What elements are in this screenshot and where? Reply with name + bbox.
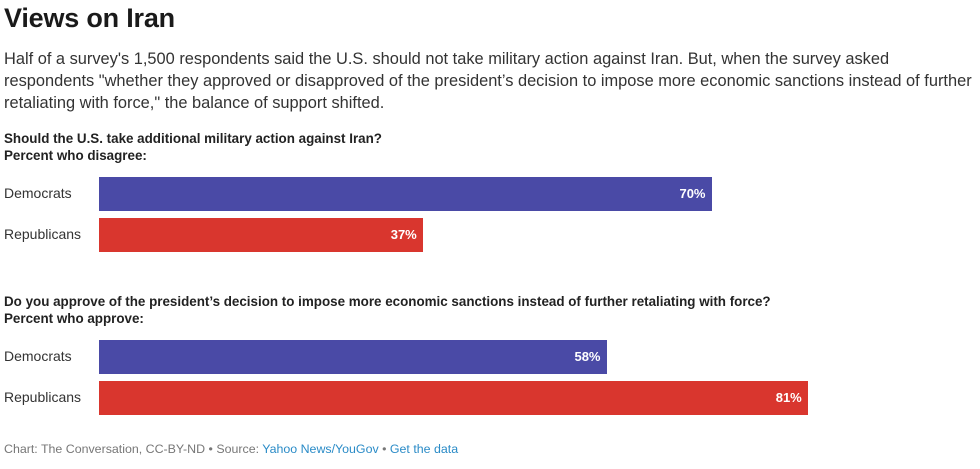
footer-separator-2: • — [378, 442, 390, 456]
group-2-value-republicans: 81% — [775, 390, 802, 405]
chart-title: Views on Iran — [4, 3, 175, 33]
group-1-bar-republicans: 37% — [99, 218, 423, 252]
footer-source-prefix: Source: — [216, 442, 263, 456]
footer-separator-1: • — [205, 442, 217, 456]
get-the-data-link[interactable]: Get the data — [389, 442, 459, 456]
chart-subtitle: Half of a survey's 1,500 respondents sai… — [4, 50, 972, 112]
source-link[interactable]: Yahoo News/YouGov — [262, 442, 379, 456]
group-2-bar-republicans: 81% — [99, 381, 808, 415]
group-2-measure: Percent who approve: — [4, 311, 144, 326]
group-1-value-republicans: 37% — [390, 227, 417, 242]
group-2-label-democrats: Democrats — [4, 348, 72, 364]
group-2-value-democrats: 58% — [574, 349, 601, 364]
group-1-label-republicans: Republicans — [4, 226, 82, 242]
group-1-bar-democrats: 70% — [99, 177, 712, 211]
group-1-label-democrats: Democrats — [4, 185, 72, 201]
group-2-label-republicans: Republicans — [4, 389, 82, 405]
footer-credit: Chart: The Conversation, CC-BY-ND — [4, 442, 206, 456]
group-1-value-democrats: 70% — [679, 186, 706, 201]
group-1-measure: Percent who disagree: — [4, 148, 147, 163]
chart-footer: Chart: The Conversation, CC-BY-ND • Sour… — [4, 442, 458, 456]
group-1-question: Should the U.S. take additional military… — [4, 131, 382, 146]
group-2-bar-democrats: 58% — [99, 340, 607, 374]
group-2-question: Do you approve of the president’s decisi… — [4, 294, 771, 309]
